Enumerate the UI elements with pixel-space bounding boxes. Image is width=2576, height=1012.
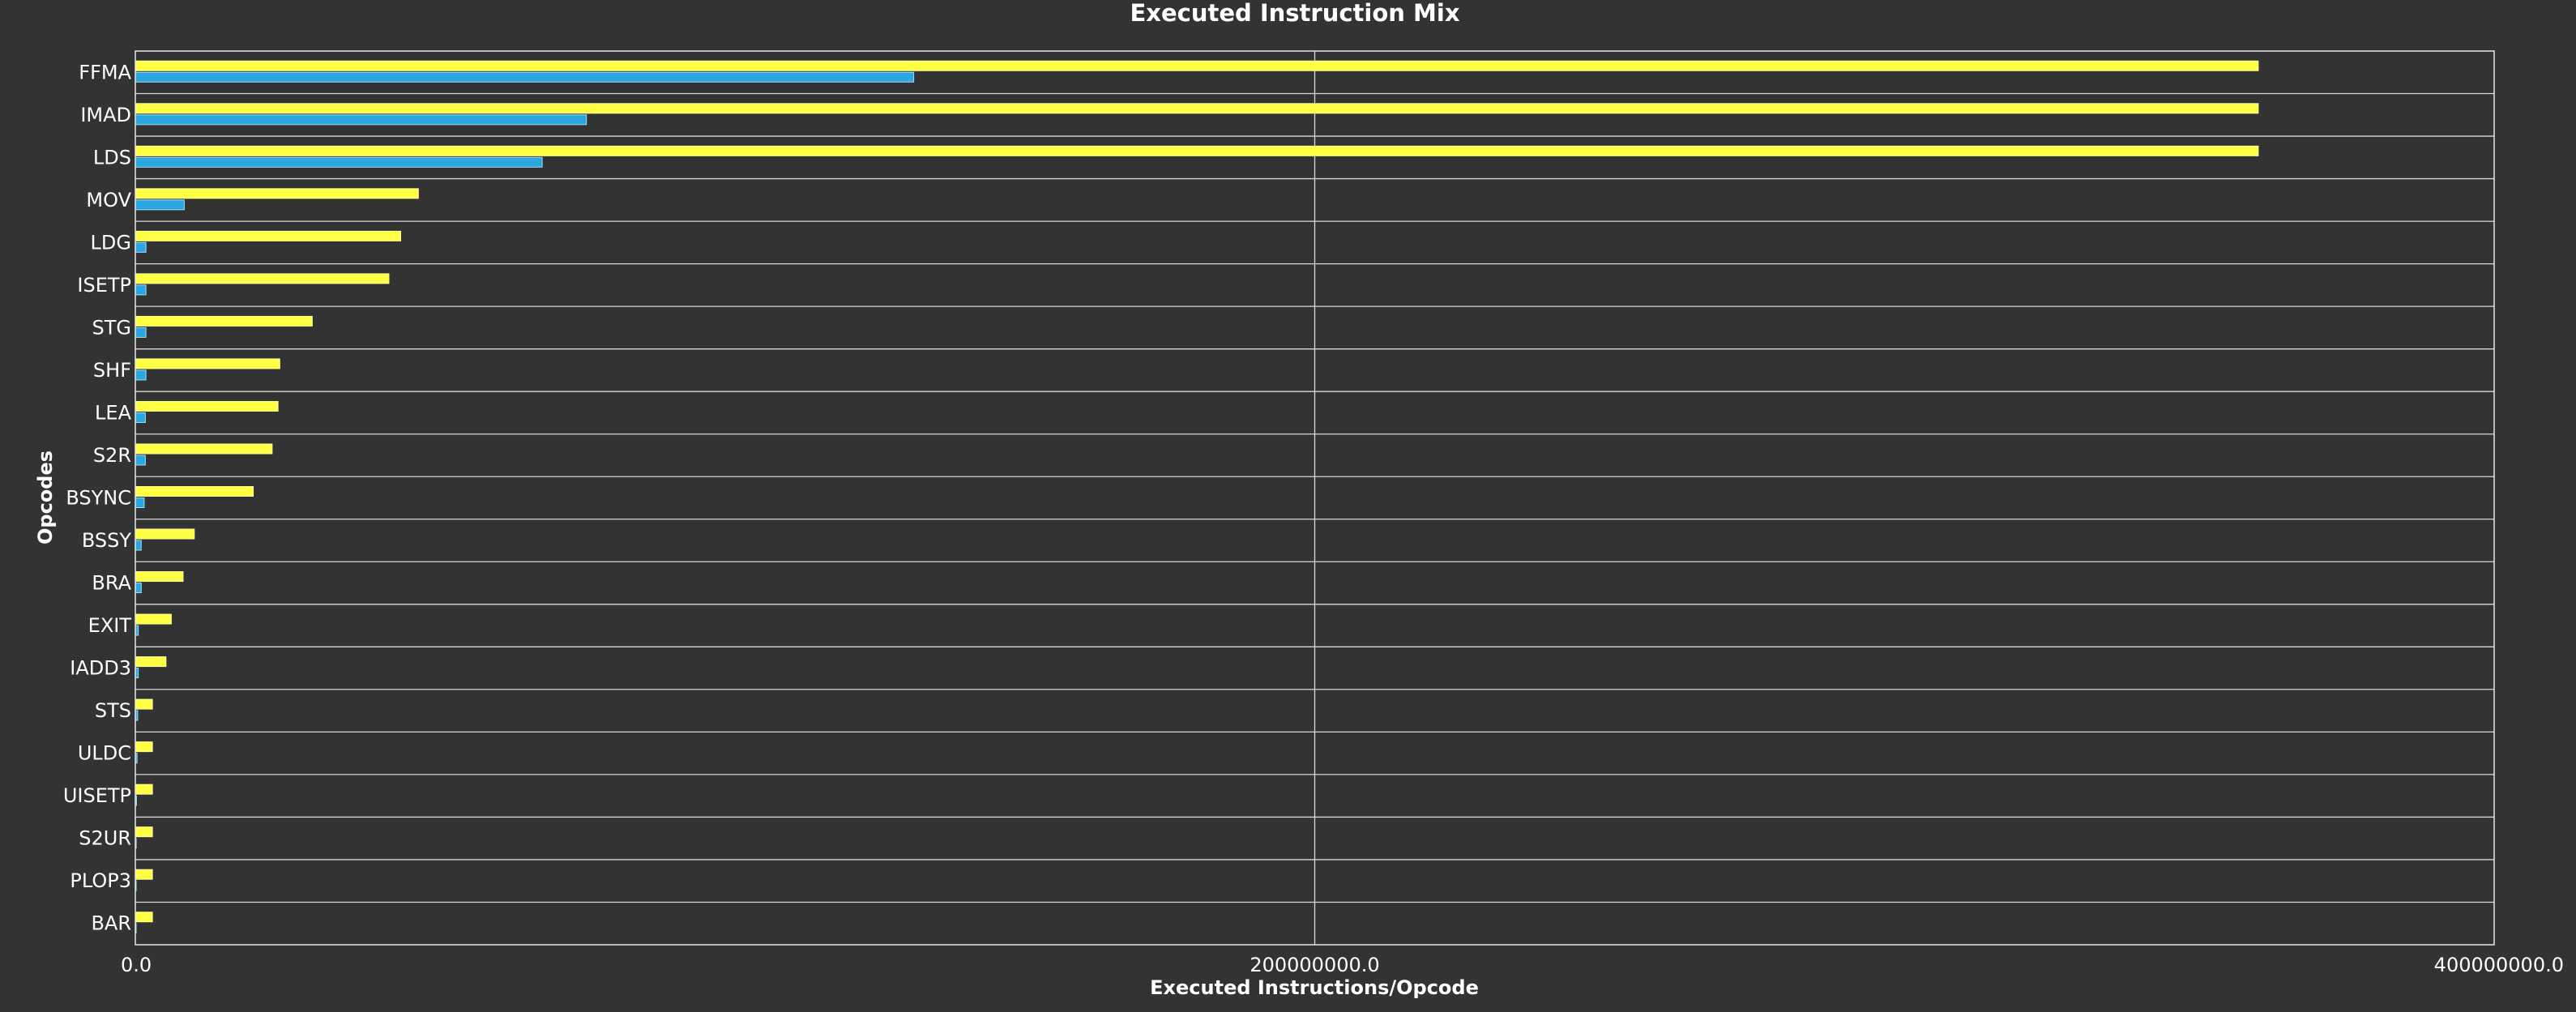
y-tick-label: EXIT: [88, 614, 132, 637]
bar-uisetp-series-1: [135, 784, 153, 795]
y-tick-label: STG: [92, 316, 132, 339]
bar-bar-series-1: [135, 912, 153, 923]
y-tick-label: ULDC: [78, 742, 131, 765]
bar-imad-series-2: [135, 114, 587, 126]
bar-lds-series-2: [135, 156, 543, 168]
bar-uldc-series-1: [135, 741, 153, 753]
grid-lines: [135, 51, 2494, 945]
y-tick-label: S2UR: [79, 827, 131, 850]
y-tick-label: BSYNC: [66, 487, 131, 510]
y-tick-label: UISETP: [63, 784, 131, 807]
chart-title: Executed Instruction Mix: [1130, 0, 1459, 27]
y-axis-label: Opcodes: [34, 450, 57, 544]
bar-bra-series-1: [135, 571, 184, 583]
y-tick-label: ISETP: [77, 274, 131, 297]
bar-ffma-series-2: [135, 71, 915, 83]
bars: [135, 60, 2259, 934]
y-tick-label: S2R: [93, 444, 131, 467]
x-tick-label: 0.0: [121, 954, 152, 976]
bar-bsync-series-2: [135, 497, 145, 508]
bar-iadd3-series-1: [135, 656, 167, 668]
bar-stg-series-2: [135, 327, 147, 338]
bar-ffma-series-1: [135, 60, 2259, 71]
bar-ldg-series-1: [135, 230, 401, 241]
y-tick-label: STS: [95, 699, 131, 722]
bar-s2r-series-2: [135, 455, 146, 466]
plot-frame: [135, 50, 2495, 946]
bar-imad-series-1: [135, 103, 2259, 114]
x-axis-label: Executed Instructions/Opcode: [1150, 976, 1479, 999]
bar-exit-series-1: [135, 613, 172, 625]
bar-shf-series-2: [135, 369, 147, 381]
bar-stg-series-1: [135, 315, 313, 327]
bar-ldg-series-2: [135, 241, 147, 253]
y-tick-label: BAR: [91, 912, 131, 935]
bar-lds-series-1: [135, 145, 2259, 156]
bar-bssy-series-2: [135, 540, 142, 551]
y-tick-label: PLOP3: [70, 869, 131, 892]
y-tick-label: MOV: [86, 189, 131, 211]
bar-mov-series-2: [135, 199, 185, 211]
y-tick-label: LDS: [93, 146, 131, 169]
bar-plop3-series-1: [135, 869, 153, 880]
y-tick-label: IADD3: [70, 657, 131, 680]
bar-lea-series-2: [135, 412, 146, 423]
bar-s2ur-series-1: [135, 826, 153, 838]
bar-shf-series-1: [135, 358, 280, 369]
y-tick-label: IMAD: [80, 104, 131, 126]
x-tick-labels: 0.0 200000000.0 400000000.0: [121, 954, 2564, 976]
bar-bsync-series-1: [135, 486, 254, 497]
bar-bssy-series-1: [135, 528, 195, 540]
y-tick-label: LEA: [95, 401, 132, 424]
bar-sts-series-1: [135, 698, 153, 710]
bar-bra-series-2: [135, 583, 142, 594]
y-tick-label: SHF: [93, 359, 131, 382]
bar-lea-series-1: [135, 400, 279, 412]
y-tick-label: LDG: [91, 231, 131, 254]
bar-mov-series-1: [135, 188, 419, 199]
y-tick-label: FFMA: [79, 61, 131, 83]
y-tick-labels: FFMA IMAD LDS MOV LDG ISETP STG SHF LEA S2R BSYNC B…: [63, 61, 132, 934]
x-tick-label: 400000000.0: [2434, 954, 2564, 976]
bar-isetp-series-1: [135, 273, 390, 284]
bar-s2r-series-1: [135, 443, 273, 455]
x-tick-label: 200000000.0: [1250, 954, 1379, 976]
y-tick-label: BRA: [92, 572, 131, 595]
bar-isetp-series-2: [135, 284, 147, 296]
y-tick-label: BSSY: [82, 529, 132, 552]
